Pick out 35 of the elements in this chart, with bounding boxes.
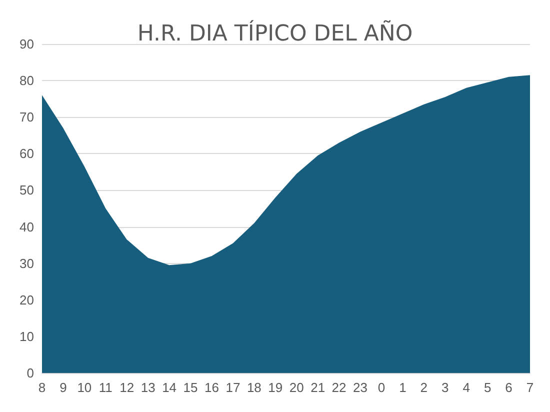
x-tick-label: 7 [526,380,534,395]
y-tick-label: 10 [20,328,34,344]
y-tick-label: 80 [20,73,34,88]
x-tick-label: 2 [420,380,428,395]
x-tick-label: 23 [353,380,368,395]
chart-title: H.R. DIA TÍPICO DEL AÑO [137,20,413,46]
x-tick-label: 14 [162,380,177,395]
y-tick-label: 90 [20,36,34,52]
y-tick-label: 50 [20,182,34,198]
x-tick-label: 6 [505,380,512,395]
x-tick-label: 3 [442,380,449,395]
x-tick-label: 15 [183,380,198,395]
y-tick-label: 30 [20,256,34,271]
x-tick-label: 10 [77,380,92,395]
y-tick-label: 0 [26,366,34,380]
y-tick-label: 20 [20,292,34,308]
x-tick-label: 22 [332,380,346,395]
y-tick-label: 70 [20,110,34,125]
x-tick-label: 17 [226,380,240,395]
x-tick-label: 11 [98,380,112,395]
x-tick-label: 0 [378,380,386,395]
x-tick-label: 21 [310,380,326,395]
x-tick-label: 1 [399,380,406,395]
x-tick-label: 5 [484,380,492,395]
y-tick-label: 60 [20,146,34,162]
x-tick-label: 13 [140,380,156,395]
x-tick-label: 8 [38,380,46,395]
x-tick-label: 12 [120,380,134,395]
x-tick-label: 9 [60,380,67,395]
x-tick-label: 18 [246,380,262,395]
x-tick-label: 16 [204,380,219,395]
x-tick-label: 4 [462,380,470,395]
x-tick-label: 20 [289,380,304,395]
x-tick-label: 19 [268,380,283,395]
y-tick-label: 40 [20,219,34,234]
